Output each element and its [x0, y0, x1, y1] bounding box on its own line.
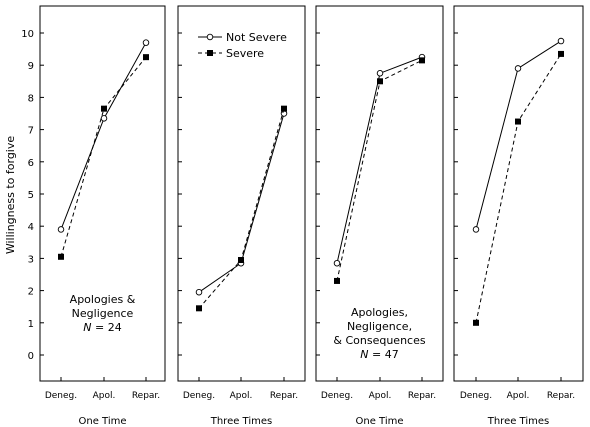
y-tick-label: 1 — [28, 319, 34, 330]
annotation-line: Apologies & — [70, 293, 136, 306]
y-tick-label: 2 — [28, 287, 34, 298]
point-severe — [238, 257, 244, 264]
x-axis-label: One Time — [355, 416, 403, 427]
series-line-severe — [198, 108, 285, 309]
point-not-severe — [142, 39, 150, 46]
legend-label: Not Severe — [226, 31, 287, 44]
point-not-severe — [557, 37, 565, 45]
x-tick-label: Repar. — [132, 391, 160, 401]
series-line-not-severe — [60, 42, 147, 230]
x-axis-label: One Time — [78, 416, 126, 427]
x-tick-label: Deneg. — [45, 391, 77, 401]
x-tick-label: Apol. — [369, 391, 392, 401]
y-tick-label: 3 — [28, 254, 34, 265]
point-severe — [196, 305, 202, 312]
y-axis-label: Willingness to forgive — [4, 136, 17, 255]
annotation-line: Apologies, — [351, 306, 408, 319]
y-tick-label: 4 — [28, 222, 34, 233]
x-axis-label: Three Times — [487, 416, 550, 427]
y-tick-label: 7 — [28, 126, 34, 137]
series-line-severe — [336, 59, 423, 282]
point-severe — [281, 105, 287, 112]
point-not-severe — [100, 115, 108, 122]
series-line-severe — [475, 53, 562, 323]
y-tick-label: 6 — [28, 158, 34, 169]
annotation-line: & Consequences — [333, 334, 425, 347]
x-tick-label: Repar. — [408, 391, 436, 401]
annotation-line: N = 47 — [360, 348, 398, 361]
x-tick-label: Repar. — [547, 391, 575, 401]
point-not-severe — [514, 65, 522, 72]
annotation-line: Negligence, — [347, 320, 412, 333]
point-severe — [377, 78, 383, 85]
legend: Not Severe Severe — [198, 31, 287, 60]
y-tick-label: 9 — [28, 61, 34, 72]
x-tick-label: Deneg. — [183, 391, 215, 401]
y-tick-label: 8 — [28, 93, 34, 104]
y-tick-label: 0 — [28, 351, 34, 362]
point-not-severe — [472, 226, 480, 233]
x-tick-label: Deneg. — [321, 391, 353, 401]
x-axis-label: Three Times — [210, 416, 273, 427]
series-line-severe — [60, 56, 147, 257]
legend-marker — [206, 33, 214, 41]
annotation-line: N = 24 — [83, 321, 121, 334]
point-severe — [334, 277, 340, 284]
panel-2: Deneg. Apol. Repar. Three Times Not Severe Se… — [177, 5, 306, 427]
point-severe — [558, 50, 564, 57]
point-severe — [419, 57, 425, 64]
x-tick-label: Apol. — [507, 391, 530, 401]
panel-3: Deneg. Apol. Repar. One Time Apologies,Negli… — [315, 5, 444, 427]
annotation-line: Negligence — [72, 307, 134, 320]
y-tick-label: 5 — [28, 190, 34, 201]
x-tick-label: Deneg. — [460, 391, 492, 401]
point-severe — [515, 118, 521, 125]
x-tick-label: Repar. — [270, 391, 298, 401]
panel-1: Deneg. Apol. Repar. One Time Apologies &Negl… — [39, 5, 166, 427]
point-not-severe — [333, 259, 341, 267]
point-not-severe — [376, 69, 384, 77]
series-line-not-severe — [336, 56, 423, 264]
x-tick-label: Apol. — [93, 391, 116, 401]
point-severe — [143, 54, 149, 61]
point-not-severe — [57, 226, 65, 233]
legend-label: Severe — [226, 47, 264, 60]
point-severe — [101, 105, 107, 112]
point-not-severe — [195, 288, 203, 296]
point-severe — [473, 319, 479, 326]
y-tick-label: 10 — [21, 29, 34, 40]
panel-4: Deneg. Apol. Repar. Three Times — [453, 5, 584, 427]
x-tick-label: Apol. — [230, 391, 253, 401]
panel-frame — [177, 5, 306, 382]
legend-marker — [207, 50, 213, 56]
point-severe — [58, 253, 64, 260]
